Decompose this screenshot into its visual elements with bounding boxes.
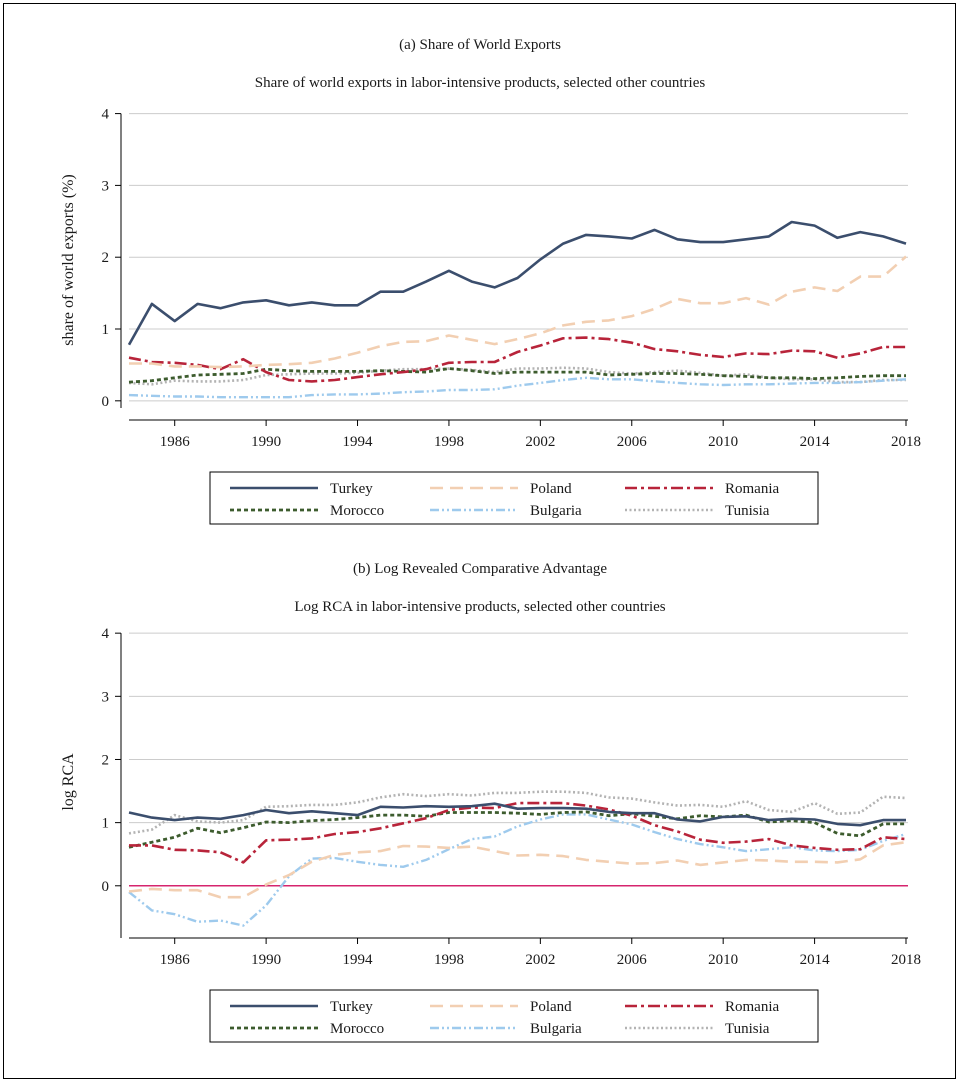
legend: Turkey Poland Romania Morocco Bulgaria Tunisi… bbox=[209, 989, 819, 1043]
legend-box bbox=[209, 471, 819, 525]
x-tick-label: 1994 bbox=[343, 434, 374, 450]
y-tick-label: 3 bbox=[102, 689, 110, 705]
legend-label-romania: Romania bbox=[725, 481, 779, 497]
panel-b: (b) Log Revealed Comparative Advantage Lo… bbox=[60, 561, 921, 1043]
legend-label-morocco: Morocco bbox=[330, 1021, 384, 1037]
legend-label-morocco: Morocco bbox=[330, 503, 384, 519]
x-tick-label: 1986 bbox=[160, 952, 191, 968]
series-line-turkey bbox=[128, 802, 906, 827]
panel-label: (b) Log Revealed Comparative Advantage bbox=[353, 561, 607, 577]
legend: Turkey Poland Romania Morocco Bulgaria Tunisi… bbox=[209, 471, 819, 525]
series-line-morocco bbox=[128, 810, 906, 849]
y-axis-label: share of world exports (%) bbox=[60, 174, 77, 346]
y-tick-label: 1 bbox=[102, 816, 110, 832]
x-tick-label: 2018 bbox=[891, 434, 921, 450]
y-tick-label: 2 bbox=[102, 250, 110, 266]
series-line-bulgaria bbox=[128, 376, 907, 399]
y-tick-label: 3 bbox=[102, 178, 110, 194]
x-tick-label: 1998 bbox=[434, 952, 464, 968]
x-tick-label: 2006 bbox=[617, 952, 648, 968]
x-tick-label: 2014 bbox=[800, 434, 831, 450]
x-tick-label: 2018 bbox=[891, 952, 921, 968]
legend-label-tunisia: Tunisia bbox=[725, 503, 770, 519]
chart-title: Share of world exports in labor-intensiv… bbox=[255, 75, 706, 91]
y-tick-label: 0 bbox=[102, 879, 110, 895]
x-tick-label: 2002 bbox=[525, 434, 555, 450]
y-tick-label: 2 bbox=[102, 752, 110, 768]
x-tick-label: 2010 bbox=[708, 434, 738, 450]
legend-label-turkey: Turkey bbox=[330, 999, 373, 1015]
y-tick-label: 1 bbox=[102, 322, 110, 338]
series-line-bulgaria bbox=[128, 813, 907, 927]
x-tick-label: 2010 bbox=[708, 952, 738, 968]
figure-frame bbox=[3, 3, 956, 1079]
x-tick-label: 1986 bbox=[160, 434, 191, 450]
x-tick-label: 1994 bbox=[343, 952, 374, 968]
x-tick-label: 1990 bbox=[251, 434, 281, 450]
x-tick-label: 2006 bbox=[617, 434, 648, 450]
x-tick-label: 2014 bbox=[800, 952, 831, 968]
series-line-tunisia bbox=[128, 366, 906, 386]
panel-label: (a) Share of World Exports bbox=[399, 37, 561, 53]
legend-label-bulgaria: Bulgaria bbox=[530, 1021, 582, 1037]
series-line-romania bbox=[128, 336, 906, 383]
series-line-poland bbox=[129, 255, 907, 369]
y-axis-label: log RCA bbox=[60, 753, 77, 811]
chart-title: Log RCA in labor-intensive products, sel… bbox=[294, 599, 665, 615]
legend-label-poland: Poland bbox=[530, 481, 572, 497]
y-tick-label: 0 bbox=[102, 394, 110, 410]
legend-box bbox=[209, 989, 819, 1043]
legend-label-tunisia: Tunisia bbox=[725, 1021, 770, 1037]
y-tick-label: 4 bbox=[102, 626, 110, 642]
series-line-poland bbox=[128, 840, 907, 899]
x-tick-label: 1990 bbox=[251, 952, 281, 968]
y-tick-label: 4 bbox=[102, 107, 110, 123]
x-tick-label: 2002 bbox=[525, 952, 555, 968]
x-tick-label: 1998 bbox=[434, 434, 464, 450]
legend-label-romania: Romania bbox=[725, 999, 779, 1015]
legend-label-poland: Poland bbox=[530, 999, 572, 1015]
legend-label-bulgaria: Bulgaria bbox=[530, 503, 582, 519]
series-line-turkey bbox=[127, 220, 907, 346]
series-line-romania bbox=[129, 801, 907, 864]
legend-label-turkey: Turkey bbox=[330, 481, 373, 497]
panel-a: (a) Share of World Exports Share of world… bbox=[60, 37, 921, 525]
